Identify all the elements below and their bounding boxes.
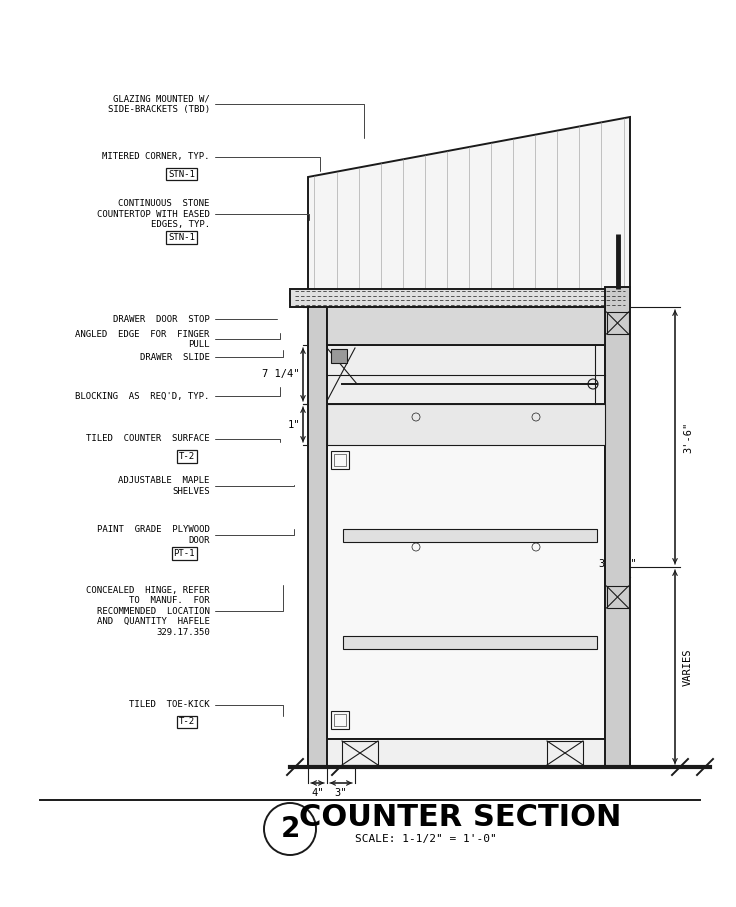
Text: GLAZING MOUNTED W/
SIDE-BRACKETS (TBD): GLAZING MOUNTED W/ SIDE-BRACKETS (TBD) — [107, 94, 210, 114]
Text: COUNTER SECTION: COUNTER SECTION — [299, 803, 621, 832]
Polygon shape — [343, 636, 597, 649]
Polygon shape — [605, 287, 630, 767]
Text: 7 1/4": 7 1/4" — [263, 369, 300, 379]
Text: PT-1: PT-1 — [174, 549, 195, 558]
Polygon shape — [327, 345, 605, 404]
Polygon shape — [308, 117, 630, 307]
Text: SCALE: 1-1/2" = 1'-0": SCALE: 1-1/2" = 1'-0" — [355, 834, 497, 844]
Text: ADJUSTABLE  MAPLE
SHELVES: ADJUSTABLE MAPLE SHELVES — [118, 476, 210, 496]
Text: BLOCKING  AS  REQ'D, TYP.: BLOCKING AS REQ'D, TYP. — [75, 392, 210, 401]
Text: T-2: T-2 — [179, 452, 195, 461]
Text: VARIES: VARIES — [683, 649, 693, 686]
Text: TILED  TOE-KICK: TILED TOE-KICK — [129, 700, 210, 709]
Polygon shape — [308, 307, 327, 767]
Text: TILED  COUNTER  SURFACE: TILED COUNTER SURFACE — [86, 434, 210, 444]
Text: DRAWER  DOOR  STOP: DRAWER DOOR STOP — [113, 315, 210, 324]
Text: 3'-6": 3'-6" — [683, 422, 693, 453]
Polygon shape — [343, 529, 597, 542]
Text: MITERED CORNER, TYP.: MITERED CORNER, TYP. — [102, 152, 210, 161]
Text: 3 1/2": 3 1/2" — [599, 559, 636, 569]
Text: T-2: T-2 — [179, 717, 195, 727]
Text: CONCEALED  HINGE, REFER
TO  MANUF.  FOR
RECOMMENDED  LOCATION
AND  QUANTITY  HAF: CONCEALED HINGE, REFER TO MANUF. FOR REC… — [86, 586, 210, 637]
Polygon shape — [327, 404, 605, 445]
Polygon shape — [327, 404, 605, 739]
Text: 1": 1" — [288, 420, 300, 430]
Text: ANGLED  EDGE  FOR  FINGER
PULL: ANGLED EDGE FOR FINGER PULL — [75, 329, 210, 349]
Text: 1": 1" — [288, 293, 300, 303]
Text: DRAWER  SLIDE: DRAWER SLIDE — [140, 353, 210, 362]
Text: CONTINUOUS  STONE
COUNTERTOP WITH EASED
EDGES, TYP.: CONTINUOUS STONE COUNTERTOP WITH EASED E… — [97, 200, 210, 229]
Polygon shape — [327, 307, 605, 345]
Text: PAINT  GRADE  PLYWOOD
DOOR: PAINT GRADE PLYWOOD DOOR — [97, 525, 210, 545]
Text: 2: 2 — [280, 815, 300, 843]
Text: STN-1: STN-1 — [168, 233, 195, 242]
Polygon shape — [308, 739, 630, 767]
Text: 3": 3" — [335, 788, 347, 798]
Polygon shape — [290, 289, 630, 307]
Text: STN-1: STN-1 — [168, 170, 195, 179]
Polygon shape — [331, 349, 347, 363]
Text: 4": 4" — [311, 788, 324, 798]
